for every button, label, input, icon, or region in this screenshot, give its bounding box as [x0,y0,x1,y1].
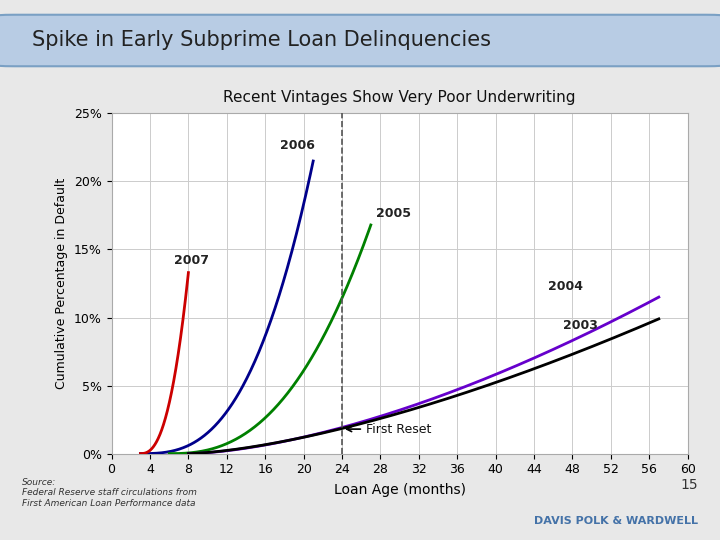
Text: DAVIS POLK & WARDWELL: DAVIS POLK & WARDWELL [534,516,698,526]
Text: 15: 15 [681,478,698,492]
Text: 2007: 2007 [174,254,209,267]
Y-axis label: Cumulative Percentage in Default: Cumulative Percentage in Default [55,178,68,389]
Title: Recent Vintages Show Very Poor Underwriting: Recent Vintages Show Very Poor Underwrit… [223,90,576,105]
FancyBboxPatch shape [0,15,720,66]
Text: 2004: 2004 [549,280,583,293]
Text: 2003: 2003 [563,320,598,333]
Text: 2005: 2005 [376,206,410,220]
X-axis label: Loan Age (months): Loan Age (months) [333,483,466,497]
Text: Spike in Early Subprime Loan Delinquencies: Spike in Early Subprime Loan Delinquenci… [32,30,491,51]
Text: 2006: 2006 [279,138,315,152]
Text: Source:
Federal Reserve staff circulations from
First American Loan Performance : Source: Federal Reserve staff circulatio… [22,478,197,508]
Text: First Reset: First Reset [346,423,431,436]
